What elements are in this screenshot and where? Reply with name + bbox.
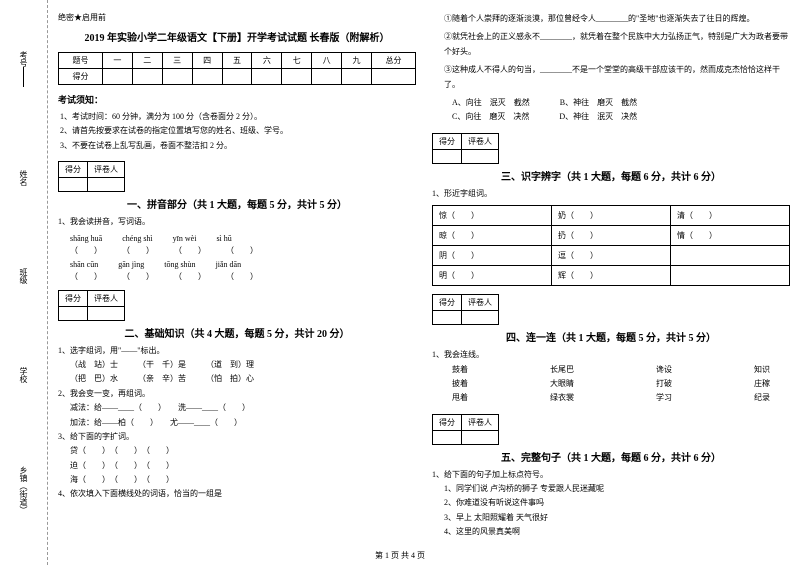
sidebar-label: 学校 bbox=[18, 367, 29, 383]
match-row: 甩着绿衣裳学习纪录 bbox=[432, 391, 790, 405]
exam-title: 2019 年实验小学二年级语文【下册】开学考试试题 长春版（附解析） bbox=[58, 29, 416, 44]
score-table: 题号 一 二 三 四 五 六 七 八 九 总分 得分 bbox=[58, 52, 416, 85]
section-3: 得分评卷人 三、识字辨字（共 1 大题，每题 6 分，共计 6 分） 1、形近字… bbox=[432, 133, 790, 286]
question-text: 1、我会连线。 bbox=[432, 348, 790, 362]
section-heading: 二、基础知识（共 4 大题，每题 5 分，共计 20 分） bbox=[58, 325, 416, 340]
sidebar-label: 考号 bbox=[18, 51, 29, 87]
answer-box-row: （ ）（ ）（ ）（ ） bbox=[70, 245, 416, 256]
sidebar-label: 乡镇（街道） bbox=[18, 466, 29, 514]
confidential-mark: 绝密★启用前 bbox=[58, 12, 416, 23]
grader-box: 得分评卷人 bbox=[58, 161, 125, 192]
right-column: ①随着个人崇拜的逐渐淡漠，那位曾经令人________的"圣地"也逐渐失去了往日… bbox=[432, 12, 790, 553]
pinyin-row: shāng huā chéng shì yīn wèi sì hū bbox=[70, 234, 416, 243]
section-heading: 一、拼音部分（共 1 大题，每题 5 分，共计 5 分） bbox=[58, 196, 416, 211]
option-row: A、向往 泯灭 截然 B、神往 磨灭 截然 bbox=[452, 96, 790, 110]
page-container: 考号 姓名 班级 学校 乡镇（街道） 绝密★启用前 2019 年实验小学二年级语… bbox=[0, 0, 800, 565]
passage-text: ①随着个人崇拜的逐渐淡漠，那位曾经令人________的"圣地"也逐渐失去了往日… bbox=[432, 12, 790, 125]
section-heading: 五、完整句子（共 1 大题，每题 6 分，共计 6 分） bbox=[432, 449, 790, 464]
page-footer: 第 1 页 共 4 页 bbox=[0, 550, 800, 561]
option-row: C、向往 磨灭 决然 D、神往 泯灭 决然 bbox=[452, 110, 790, 124]
grader-box: 得分评卷人 bbox=[58, 290, 125, 321]
match-row: 鼓着长尾巴谗设知识 bbox=[432, 363, 790, 377]
grader-box: 得分评卷人 bbox=[432, 133, 499, 164]
question-text: 1、我会读拼音，写词语。 bbox=[58, 215, 416, 229]
question-text: 1、形近字组词。 bbox=[432, 187, 790, 201]
notice-list: 1、考试时间：60 分钟，满分为 100 分（含卷面分 2 分）。 2、请首先按… bbox=[60, 110, 416, 153]
section-2: 得分评卷人 二、基础知识（共 4 大题，每题 5 分，共计 20 分） 1、选字… bbox=[58, 290, 416, 502]
match-row: 披着大眼睛打破庄稼 bbox=[432, 377, 790, 391]
left-column: 绝密★启用前 2019 年实验小学二年级语文【下册】开学考试试题 长春版（附解析… bbox=[58, 12, 416, 553]
grader-box: 得分评卷人 bbox=[432, 414, 499, 445]
table-row: 得分 bbox=[59, 69, 416, 85]
notice-item: 2、请首先按要求在试卷的指定位置填写您的姓名、班级、学号。 bbox=[60, 124, 416, 138]
sidebar-label: 班级 bbox=[18, 268, 29, 284]
pinyin-row: shān cūn gān jìng tōng shùn jiǎn dān bbox=[70, 260, 416, 269]
notice-item: 3、不要在试卷上乱写乱画，卷面不整洁扣 2 分。 bbox=[60, 139, 416, 153]
binding-sidebar: 考号 姓名 班级 学校 乡镇（街道） bbox=[0, 0, 48, 565]
question-text: 1、给下面的句子加上标点符号。 1、同学们说 卢沟桥的狮子 专爱跟人民迷藏呢 2… bbox=[432, 468, 790, 540]
notice-heading: 考试须知： bbox=[58, 93, 416, 106]
section-heading: 四、连一连（共 1 大题，每题 5 分，共计 5 分） bbox=[432, 329, 790, 344]
char-table: 惊（ ）奶（ ）清（ ） 晾（ ）扔（ ）情（ ） 阴（ ）逗（ ） 明（ ）辉… bbox=[432, 205, 790, 286]
section-heading: 三、识字辨字（共 1 大题，每题 6 分，共计 6 分） bbox=[432, 168, 790, 183]
table-row: 题号 一 二 三 四 五 六 七 八 九 总分 bbox=[59, 53, 416, 69]
section-1: 得分评卷人 一、拼音部分（共 1 大题，每题 5 分，共计 5 分） 1、我会读… bbox=[58, 161, 416, 281]
section-4: 得分评卷人 四、连一连（共 1 大题，每题 5 分，共计 5 分） 1、我会连线… bbox=[432, 294, 790, 406]
answer-box-row: （ ）（ ）（ ）（ ） bbox=[70, 271, 416, 282]
section-5: 得分评卷人 五、完整句子（共 1 大题，每题 6 分，共计 6 分） 1、给下面… bbox=[432, 414, 790, 540]
sidebar-label: 姓名 bbox=[18, 170, 29, 186]
question-text: 1、选字组词，用"——"标出。 （战 站）士 （干 千）是 （道 到）理 （把 … bbox=[58, 344, 416, 502]
content-area: 绝密★启用前 2019 年实验小学二年级语文【下册】开学考试试题 长春版（附解析… bbox=[48, 0, 800, 565]
notice-item: 1、考试时间：60 分钟，满分为 100 分（含卷面分 2 分）。 bbox=[60, 110, 416, 124]
grader-box: 得分评卷人 bbox=[432, 294, 499, 325]
